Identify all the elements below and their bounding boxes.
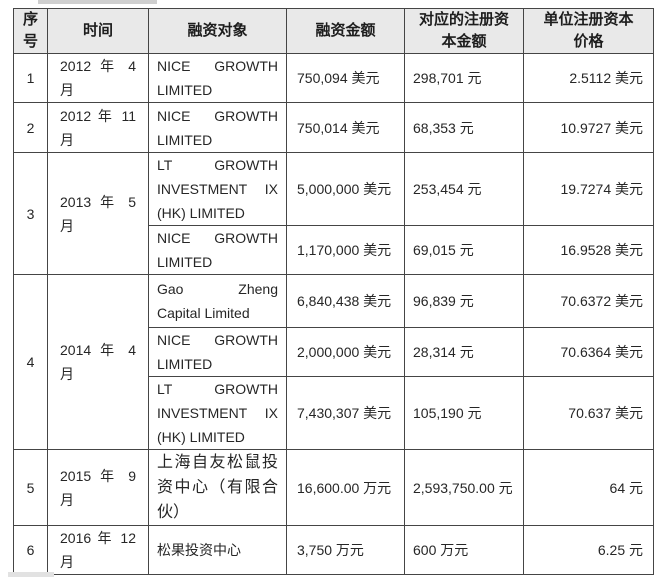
cell-unit-price: 2.5112 美元 <box>523 53 654 103</box>
cropped-text-artifact-top <box>38 0 157 4</box>
cell-unit-price: 6.25 元 <box>523 525 654 575</box>
cell-amount: 750,014 美元 <box>286 102 405 153</box>
cell-time: 2016 年 12 月 <box>47 525 149 575</box>
cell-unit-price: 10.9727 美元 <box>523 102 654 153</box>
cell-unit-price: 70.6372 美元 <box>523 274 654 328</box>
cell-party: NICE GROWTH LIMITED <box>148 327 287 377</box>
cell-party: LT GROWTH INVESTMENT IX (HK) LIMITED <box>148 152 287 226</box>
cell-serial: 3 <box>13 152 48 275</box>
cell-serial: 2 <box>13 102 48 153</box>
table-row: 3 2013 年 5 月 LT GROWTH INVESTMENT IX (HK… <box>13 152 654 275</box>
cell-unit-price: 64 元 <box>523 449 654 526</box>
cell-party: LT GROWTH INVESTMENT IX (HK) LIMITED <box>148 376 287 450</box>
cell-capital: 600 万元 <box>404 525 524 575</box>
table-row: 6 2016 年 12 月 松果投资中心 3,750 万元 600 万元 6.2… <box>13 525 654 575</box>
cell-serial: 1 <box>13 53 48 103</box>
col-header-amount: 融资金额 <box>286 8 405 54</box>
cell-capital: 69,015 元 <box>404 225 524 275</box>
cell-unit-price: 16.9528 美元 <box>523 225 654 275</box>
cell-serial: 6 <box>13 525 48 575</box>
col-header-time: 时间 <box>47 8 149 54</box>
table-row: NICE GROWTH LIMITED 1,170,000 美元 69,015 … <box>14 225 654 275</box>
cell-serial: 4 <box>13 274 48 450</box>
col-header-unit-price: 单位注册资本价格 <box>523 8 654 54</box>
table-row: NICE GROWTH LIMITED 2,000,000 美元 28,314 … <box>14 327 654 377</box>
cell-capital: 105,190 元 <box>404 376 524 450</box>
cell-amount: 750,094 美元 <box>286 53 405 103</box>
cell-time: 2013 年 5 月 <box>47 152 149 275</box>
cell-amount: 7,430,307 美元 <box>286 376 405 450</box>
table-row: 5 2015 年 9 月 上海自友松鼠投资中心（有限合伙） 16,600.00 … <box>13 449 654 526</box>
cell-unit-price: 70.637 美元 <box>523 376 654 450</box>
cell-amount: 16,600.00 万元 <box>286 449 405 526</box>
cell-capital: 96,839 元 <box>404 274 524 328</box>
table-row: 4 2014 年 4 月 Gao Zheng Capital Limited 6… <box>13 274 654 450</box>
cell-party: 上海自友松鼠投资中心（有限合伙） <box>148 449 287 526</box>
cell-amount: 1,170,000 美元 <box>286 225 405 275</box>
cell-unit-price: 19.7274 美元 <box>523 152 654 226</box>
cell-amount: 2,000,000 美元 <box>286 327 405 377</box>
col-header-serial: 序号 <box>13 8 48 54</box>
cell-amount: 6,840,438 美元 <box>286 274 405 328</box>
cell-party: NICE GROWTH LIMITED <box>148 102 287 153</box>
cell-unit-price: 70.6364 美元 <box>523 327 654 377</box>
cell-capital: 253,454 元 <box>404 152 524 226</box>
cell-time: 2012 年 4 月 <box>47 53 149 103</box>
cell-capital: 28,314 元 <box>404 327 524 377</box>
cell-amount: 3,750 万元 <box>286 525 405 575</box>
table-row: LT GROWTH INVESTMENT IX (HK) LIMITED 7,4… <box>14 376 654 450</box>
table-row: 1 2012 年 4 月 NICE GROWTH LIMITED 750,094… <box>13 53 654 103</box>
col-header-party: 融资对象 <box>148 8 287 54</box>
header-row: 序号 时间 融资对象 融资金额 对应的注册资本金额 单位注册资本价格 <box>13 8 654 54</box>
cell-party: NICE GROWTH LIMITED <box>148 225 287 275</box>
col-header-capital: 对应的注册资本金额 <box>404 8 524 54</box>
cell-capital: 68,353 元 <box>404 102 524 153</box>
cropped-text-artifact-bottom <box>8 572 54 577</box>
cell-party: NICE GROWTH LIMITED <box>148 53 287 103</box>
cell-time: 2015 年 9 月 <box>47 449 149 526</box>
cell-time: 2012 年 11 月 <box>47 102 149 153</box>
cell-capital: 298,701 元 <box>404 53 524 103</box>
cell-party: 松果投资中心 <box>148 525 287 575</box>
cell-capital: 2,593,750.00 元 <box>404 449 524 526</box>
table-row: 2 2012 年 11 月 NICE GROWTH LIMITED 750,01… <box>13 102 654 153</box>
financing-table: 序号 时间 融资对象 融资金额 对应的注册资本金额 单位注册资本价格 1 201… <box>13 8 654 575</box>
cell-time: 2014 年 4 月 <box>47 274 149 450</box>
cell-amount: 5,000,000 美元 <box>286 152 405 226</box>
cell-party: Gao Zheng Capital Limited <box>148 274 287 328</box>
cell-serial: 5 <box>13 449 48 526</box>
